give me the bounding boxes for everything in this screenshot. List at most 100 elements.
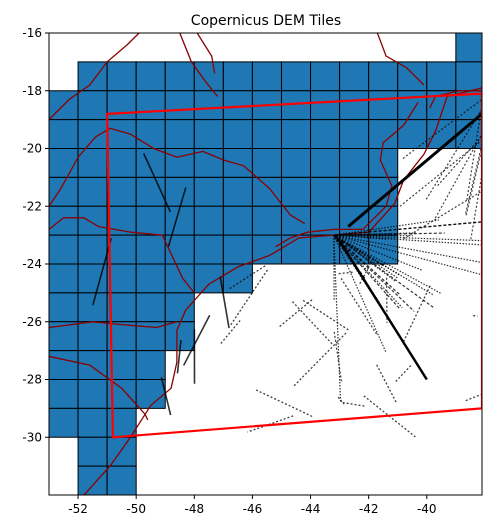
coastline: [83, 87, 482, 495]
dem-tile: [106, 292, 137, 323]
y-tick-label: -28: [22, 373, 42, 387]
track-line: [470, 174, 482, 240]
dem-tile: [455, 33, 482, 63]
track-line: [229, 265, 266, 290]
track-line: [347, 112, 482, 228]
dem-tile: [193, 176, 224, 207]
track-line: [403, 190, 482, 240]
region-polygon: [105, 92, 482, 439]
state-border: [196, 33, 216, 74]
track-line: [338, 240, 428, 381]
dem-tile: [106, 148, 137, 178]
dem-tile: [135, 350, 166, 380]
track-line: [229, 269, 269, 326]
dem-tile: [77, 234, 108, 265]
track-line: [333, 234, 387, 353]
dem-tile: [222, 234, 253, 265]
dem-tile: [77, 119, 108, 149]
y-tick-label: -30: [22, 430, 42, 444]
track-line: [333, 221, 482, 236]
track-line: [333, 234, 434, 308]
track-line: [465, 393, 482, 402]
track-line: [182, 314, 211, 366]
state-borders: [49, 33, 482, 495]
dem-tile: [251, 176, 282, 207]
dem-tile: [339, 90, 370, 121]
track-line: [219, 320, 241, 345]
x-tick-label: -40: [417, 502, 437, 516]
dem-tile: [106, 119, 137, 149]
dem-tile: [49, 205, 79, 236]
dem-tile: [164, 148, 195, 178]
x-tick-label: -50: [126, 502, 146, 516]
track-line: [402, 98, 482, 159]
dem-tile: [397, 119, 428, 149]
track-line: [337, 396, 345, 405]
track-line: [333, 234, 482, 264]
state-border: [179, 33, 219, 97]
track-line: [339, 277, 378, 335]
dem-tile: [251, 119, 282, 149]
dem-tile: [222, 263, 253, 294]
dem-tile: [49, 119, 79, 149]
track-line: [291, 301, 333, 345]
track-line: [375, 363, 397, 403]
dem-tile: [222, 119, 253, 149]
track-line: [219, 276, 230, 329]
track-line: [395, 365, 412, 383]
dem-tile: [49, 234, 79, 265]
dem-tile: [106, 465, 137, 495]
track-line: [402, 285, 431, 344]
dem-tile: [280, 119, 312, 149]
dem-tile: [193, 119, 224, 149]
track-line: [333, 234, 423, 272]
y-tick-label: -24: [22, 257, 42, 271]
plot-area: [49, 33, 482, 495]
dem-tile: [77, 292, 108, 323]
y-tick-label: -16: [22, 26, 42, 40]
dem-tile: [135, 205, 166, 236]
track-line: [333, 234, 415, 312]
dem-tile: [193, 205, 224, 236]
track-line: [293, 331, 348, 387]
dem-tile: [164, 119, 195, 149]
dem-tile: [164, 61, 195, 92]
dem-tile: [164, 90, 195, 121]
y-tick-label: -20: [22, 142, 42, 156]
track-line: [176, 340, 182, 374]
state-border: [49, 33, 140, 121]
dem-tile: [193, 234, 224, 265]
track-line: [425, 108, 482, 200]
dem-tile: [251, 61, 282, 92]
y-axis: -16 -18 -20 -22 -24 -26 -28 -30: [22, 26, 49, 444]
dem-tile: [368, 90, 399, 121]
dem-tile: [77, 436, 108, 467]
track-line: [167, 187, 187, 248]
dem-tile: [251, 148, 282, 178]
dem-tile: [280, 176, 312, 207]
dem-tile: [368, 205, 399, 236]
state-border: [49, 127, 306, 225]
state-border: [376, 33, 425, 86]
dem-tile: [426, 61, 457, 92]
dem-tile: [280, 61, 312, 92]
dem-tile: [106, 436, 137, 467]
track-line: [333, 234, 482, 242]
dem-tile: [106, 263, 137, 294]
track-line: [342, 401, 365, 407]
dem-tile: [280, 148, 312, 178]
dem-tile: [164, 263, 195, 294]
state-border: [49, 355, 149, 421]
track-line: [358, 267, 369, 285]
dem-tile: [397, 90, 428, 121]
dem-tile: [455, 61, 482, 92]
dem-tile: [397, 61, 428, 92]
state-border: [49, 217, 195, 294]
dem-tile: [77, 90, 108, 121]
dem-tile: [135, 379, 166, 409]
dem-tile: [77, 465, 108, 495]
dem-tile: [222, 205, 253, 236]
track-line: [302, 299, 349, 331]
dem-tile: [49, 176, 79, 207]
dem-tile: [77, 148, 108, 178]
